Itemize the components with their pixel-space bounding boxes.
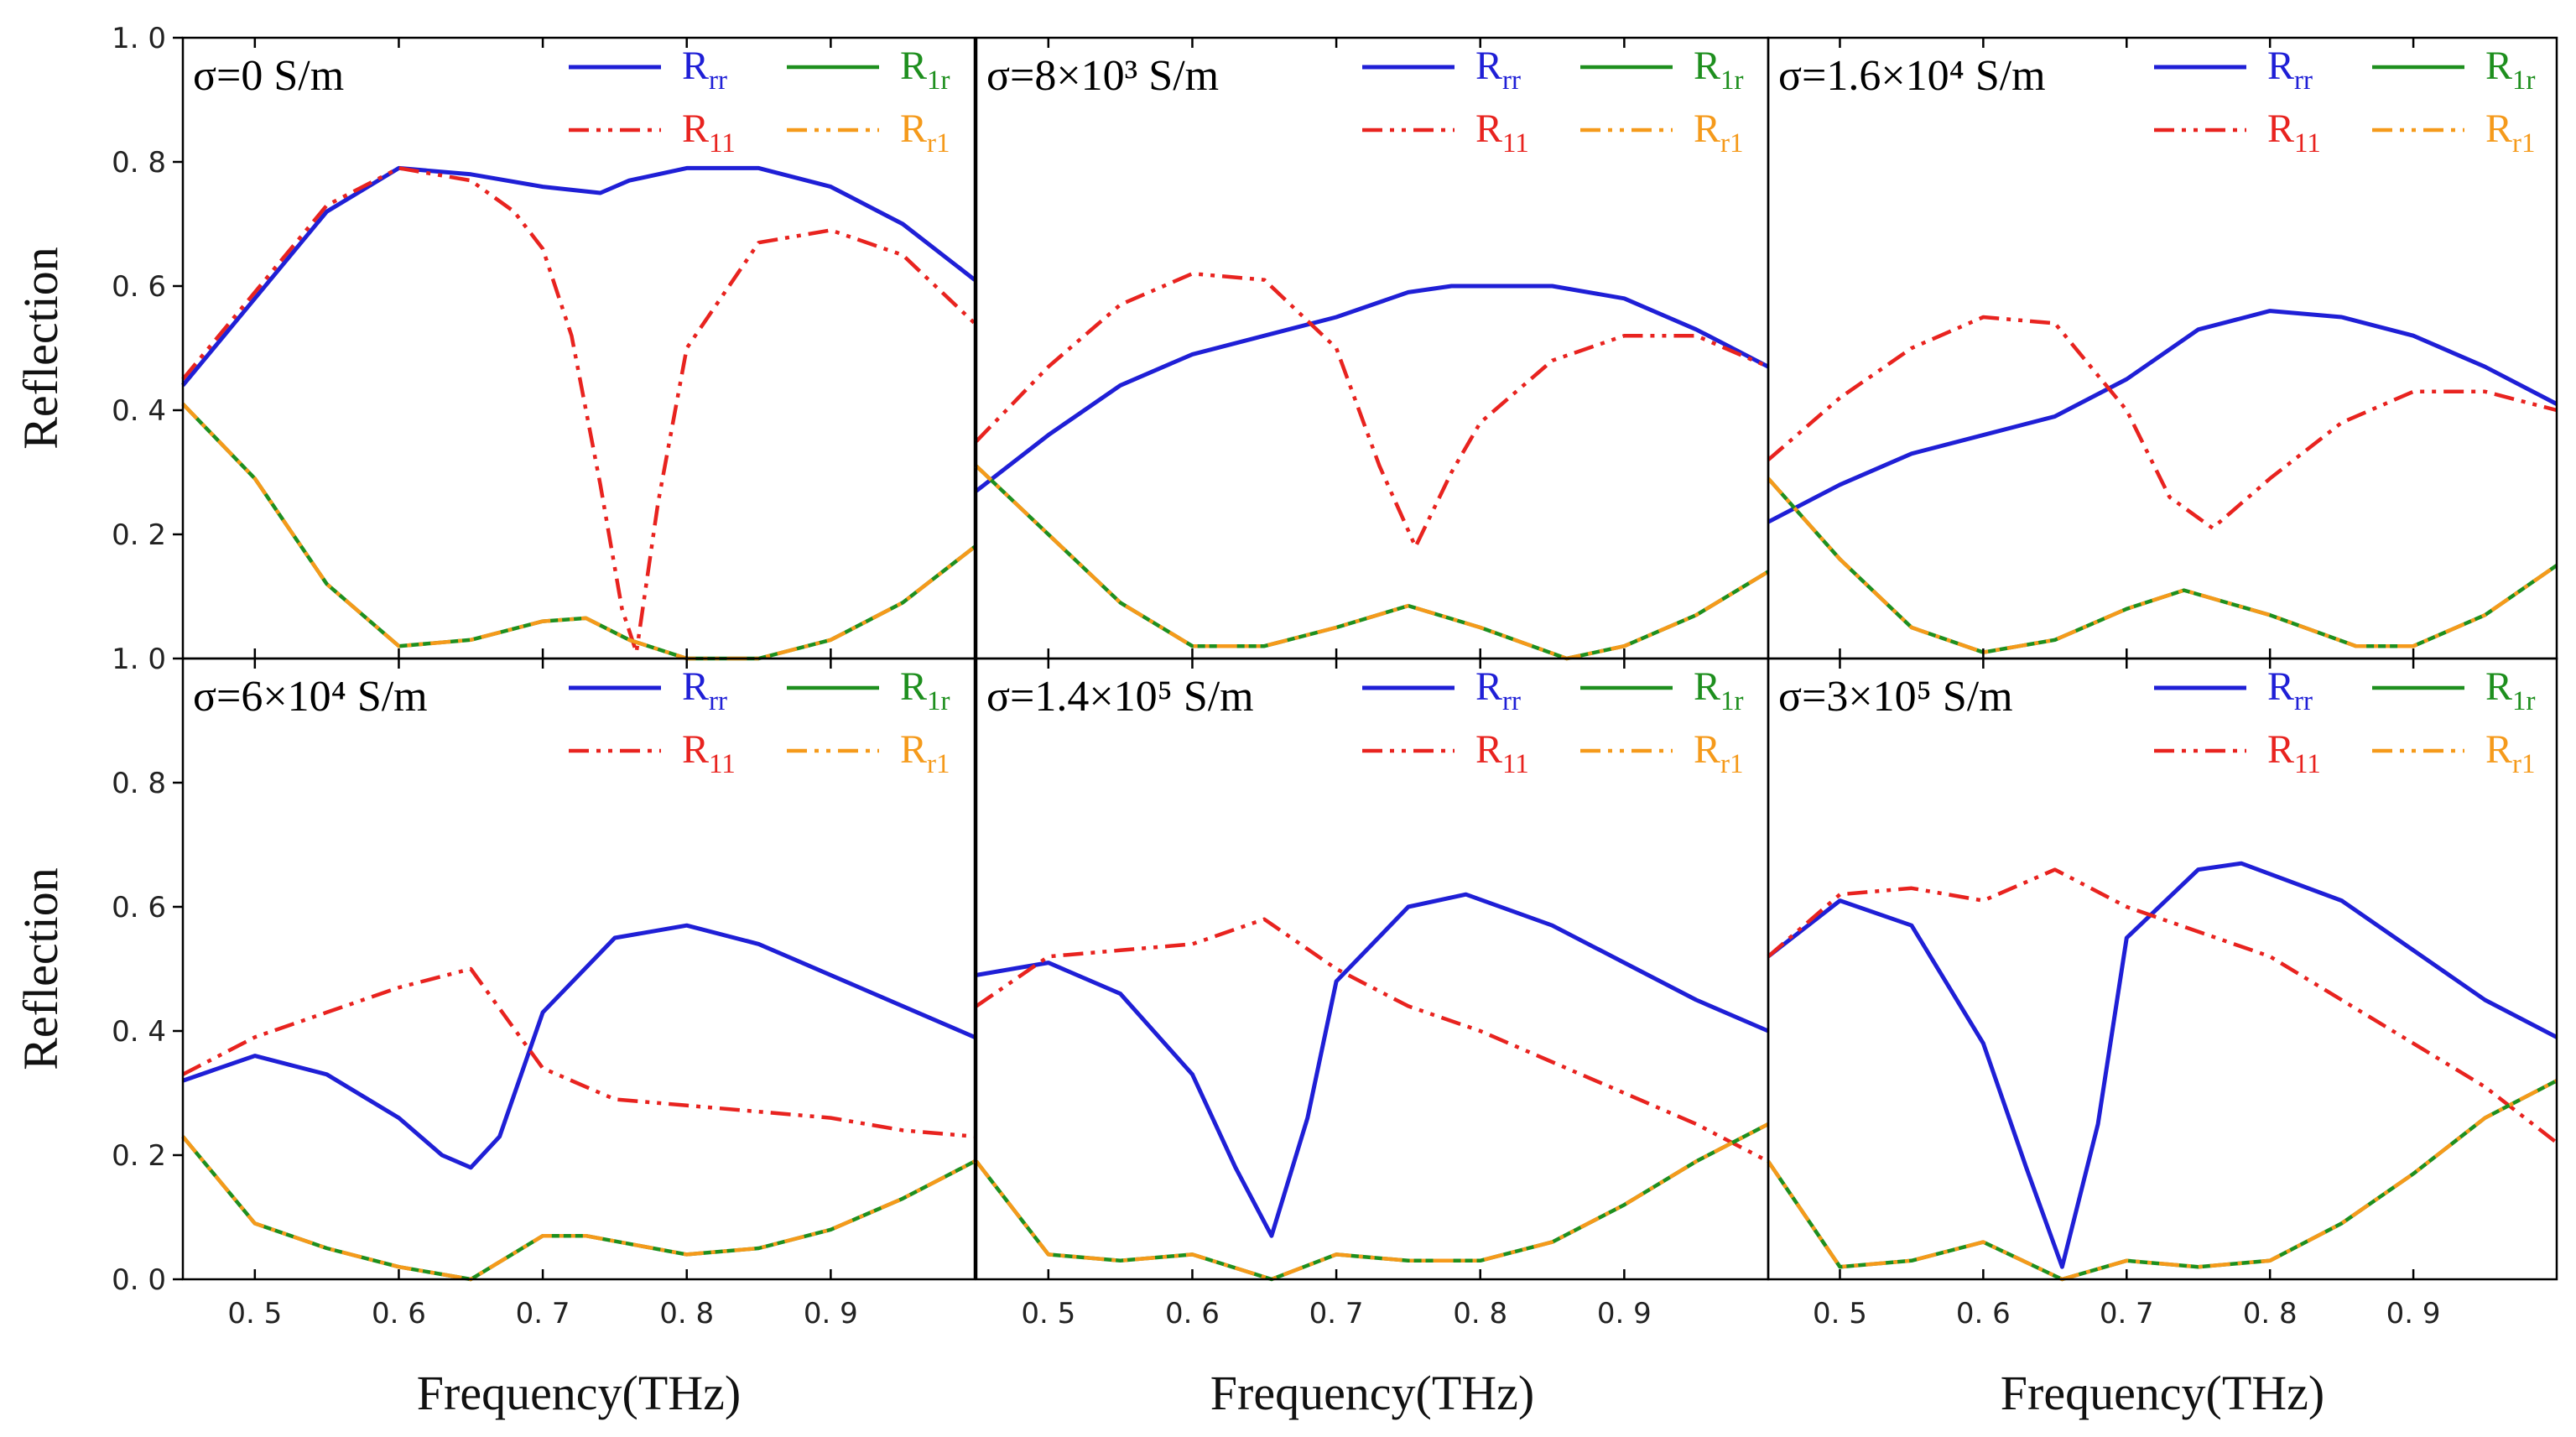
series-line-rr1 bbox=[976, 466, 1768, 659]
y-tick-label: 0. 4 bbox=[112, 394, 166, 428]
x-tick-label: 0. 5 bbox=[1021, 1297, 1075, 1330]
legend-label-rr1: Rr1 bbox=[2485, 107, 2536, 159]
legend-label-rrr: Rrr bbox=[1475, 44, 1521, 96]
y-tick-label: 0. 2 bbox=[112, 1139, 166, 1173]
series-line-rrr bbox=[1768, 311, 2557, 523]
x-tick-label: 0. 6 bbox=[1956, 1297, 2011, 1330]
x-tick-label: 0. 6 bbox=[1165, 1297, 1220, 1330]
series-line-r1r bbox=[1768, 478, 2557, 652]
x-tick-label: 0. 5 bbox=[1813, 1297, 1867, 1330]
legend-label-rrr: Rrr bbox=[2267, 44, 2313, 96]
x-axis-title: Frequency(THz) bbox=[417, 1366, 742, 1420]
x-tick-label: 0. 6 bbox=[372, 1297, 426, 1330]
series-line-r11 bbox=[1768, 870, 2557, 1143]
x-tick-label: 0. 9 bbox=[1597, 1297, 1652, 1330]
legend-label-rrr: Rrr bbox=[682, 664, 727, 716]
legend: Rrr R1r R11 Rr1 bbox=[1362, 664, 1744, 779]
panel-sigma-label: σ=1.6×10⁴ S/m bbox=[1778, 52, 2046, 100]
y-tick-label: 0. 0 bbox=[112, 1263, 166, 1297]
y-tick-label: 0. 4 bbox=[112, 1015, 166, 1049]
legend-label-r11: R11 bbox=[1475, 727, 1529, 779]
y-tick-label: 0. 8 bbox=[112, 767, 166, 800]
series-line-rr1 bbox=[1768, 1080, 2557, 1279]
panel-sigma-label: σ=1.4×10⁵ S/m bbox=[986, 673, 1254, 721]
x-tick-label: 0. 5 bbox=[227, 1297, 282, 1330]
panel-3: σ=1.6×10⁴ S/m Rrr R1r R11 Rr1 bbox=[1768, 38, 2557, 659]
x-axis-title: Frequency(THz) bbox=[1210, 1366, 1535, 1420]
series-line-rrr bbox=[976, 894, 1768, 1236]
legend-label-rrr: Rrr bbox=[1475, 664, 1521, 716]
legend: Rrr R1r R11 Rr1 bbox=[569, 44, 950, 159]
legend-label-rr1: Rr1 bbox=[900, 107, 950, 159]
y-tick-label: 0. 2 bbox=[112, 518, 166, 552]
panel-6: 0. 5 0. 6 0. 7 0. 8 0. 9 σ=3×10⁵ S/m Rrr R1r R11… bbox=[1768, 659, 2557, 1330]
legend-label-r1r: R1r bbox=[900, 44, 950, 96]
y-tick-label: 0. 6 bbox=[112, 270, 166, 304]
series-line-rr1 bbox=[976, 1124, 1768, 1279]
x-tick-label: 0. 8 bbox=[1453, 1297, 1507, 1330]
series-line-rrr bbox=[183, 168, 975, 385]
series-line-rrr bbox=[1768, 863, 2557, 1267]
legend: Rrr R1r R11 Rr1 bbox=[1362, 44, 1744, 159]
series-line-rrr bbox=[976, 286, 1768, 491]
panel-sigma-label: σ=0 S/m bbox=[193, 52, 344, 100]
panel-sigma-label: σ=8×10³ S/m bbox=[986, 52, 1219, 100]
legend-label-r11: R11 bbox=[1475, 107, 1529, 159]
legend: Rrr R1r R11 Rr1 bbox=[2154, 44, 2536, 159]
x-axis-title: Frequency(THz) bbox=[2001, 1366, 2325, 1420]
y-axis-title: Reflection bbox=[13, 867, 68, 1070]
x-tick-label: 0. 7 bbox=[2100, 1297, 2154, 1330]
x-tick-label: 0. 8 bbox=[2243, 1297, 2298, 1330]
panel-1: 0. 2 0. 4 0. 6 0. 8 1. 0 σ=0 S/m Rrr R1r R11 Rr1 bbox=[112, 22, 975, 659]
series-line-rr1 bbox=[1768, 478, 2557, 652]
legend-label-r1r: R1r bbox=[2485, 664, 2536, 716]
panel-sigma-label: σ=6×10⁴ S/m bbox=[193, 673, 428, 721]
legend-label-rr1: Rr1 bbox=[2485, 727, 2536, 779]
series-line-rrr bbox=[183, 925, 975, 1168]
legend-label-r11: R11 bbox=[682, 727, 736, 779]
panel-5: 0. 5 0. 6 0. 7 0. 8 0. 9σ=1.4×10⁵ S/m Rrr R1rR… bbox=[976, 659, 1768, 1330]
y-tick-label: 1. 0 bbox=[112, 22, 166, 55]
series-line-rr1 bbox=[183, 1137, 975, 1279]
panel-2: σ=8×10³ S/m Rrr R1r R11 Rr1 bbox=[976, 38, 1768, 659]
series-line-r1r bbox=[183, 404, 975, 659]
x-tick-label: 0. 9 bbox=[2386, 1297, 2441, 1330]
y-tick-label: 0. 6 bbox=[112, 891, 166, 924]
x-tick-label: 0. 8 bbox=[659, 1297, 714, 1330]
series-line-r1r bbox=[976, 466, 1768, 659]
legend: Rrr R1r R11 Rr1 bbox=[569, 664, 950, 779]
x-tick-label: 0. 7 bbox=[1309, 1297, 1364, 1330]
legend-label-rr1: Rr1 bbox=[1694, 727, 1744, 779]
legend-label-rr1: Rr1 bbox=[1694, 107, 1744, 159]
panel-4: 0. 5 0. 6 0. 7 0. 8 0. 9 0. 0 0. 2 0. 4 0. 6 0. 8… bbox=[112, 643, 975, 1330]
legend: Rrr R1r R11 Rr1 bbox=[2154, 664, 2536, 779]
x-tick-label: 0. 7 bbox=[516, 1297, 570, 1330]
series-line-r1r bbox=[183, 1137, 975, 1279]
series-line-r11 bbox=[976, 273, 1768, 547]
legend-label-rr1: Rr1 bbox=[900, 727, 950, 779]
panel-sigma-label: σ=3×10⁵ S/m bbox=[1778, 673, 2013, 721]
y-tick-label: 1. 0 bbox=[112, 643, 166, 676]
legend-label-r11: R11 bbox=[682, 107, 736, 159]
y-tick-label: 0. 8 bbox=[112, 146, 166, 180]
legend-label-r1r: R1r bbox=[1694, 44, 1744, 96]
legend-label-r1r: R1r bbox=[1694, 664, 1744, 716]
legend-label-rrr: Rrr bbox=[682, 44, 727, 96]
legend-label-r11: R11 bbox=[2267, 727, 2321, 779]
x-tick-label: 0. 9 bbox=[804, 1297, 858, 1330]
legend-label-r1r: R1r bbox=[2485, 44, 2536, 96]
series-line-r1r bbox=[1768, 1080, 2557, 1279]
legend-label-rrr: Rrr bbox=[2267, 664, 2313, 716]
legend-label-r11: R11 bbox=[2267, 107, 2321, 159]
series-line-r11 bbox=[976, 919, 1768, 1162]
series-line-r11 bbox=[183, 969, 975, 1137]
legend-label-r1r: R1r bbox=[900, 664, 950, 716]
y-axis-title: Reflection bbox=[13, 247, 68, 450]
